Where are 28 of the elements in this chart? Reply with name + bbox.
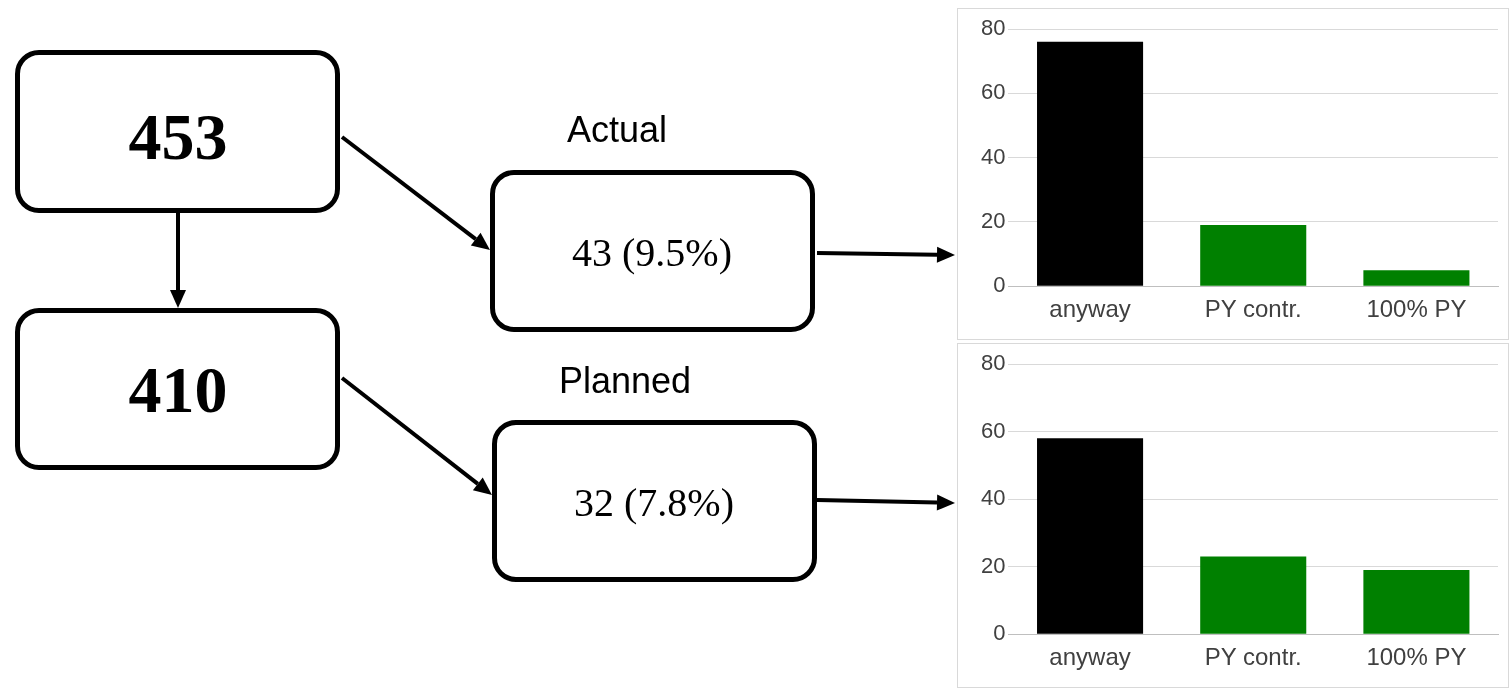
bar (1037, 41, 1144, 286)
bar (1363, 570, 1470, 634)
y-tick-label: 20 (980, 207, 1006, 233)
x-tick-label: 100% PY (1366, 643, 1467, 671)
y-tick-label: 0 (993, 272, 1006, 298)
x-tick-label: 100% PY (1366, 295, 1467, 323)
text: Planned (558, 360, 692, 402)
y-tick-label: 80 (980, 15, 1006, 41)
y-tick-label: 80 (980, 350, 1006, 376)
bar (1363, 270, 1470, 286)
x-tick-label: anyway (1049, 643, 1131, 671)
text: 32 (7.8%) (574, 478, 734, 526)
text: 43 (9.5%) (572, 228, 732, 276)
y-tick-label: 40 (980, 143, 1006, 169)
text: Actual (566, 109, 668, 151)
bar (1037, 438, 1144, 634)
y-tick-label: 60 (980, 79, 1006, 105)
x-tick-label: PY contr. (1204, 643, 1302, 671)
x-tick-label: anyway (1049, 295, 1131, 323)
y-tick-label: 40 (980, 485, 1006, 511)
y-tick-label: 0 (993, 620, 1006, 646)
bar (1200, 225, 1307, 286)
text: 453 (128, 99, 228, 175)
x-tick-label: PY contr. (1204, 295, 1302, 323)
text: 410 (128, 352, 228, 428)
bar (1200, 556, 1307, 634)
y-tick-label: 60 (980, 417, 1006, 443)
y-tick-label: 20 (980, 552, 1006, 578)
